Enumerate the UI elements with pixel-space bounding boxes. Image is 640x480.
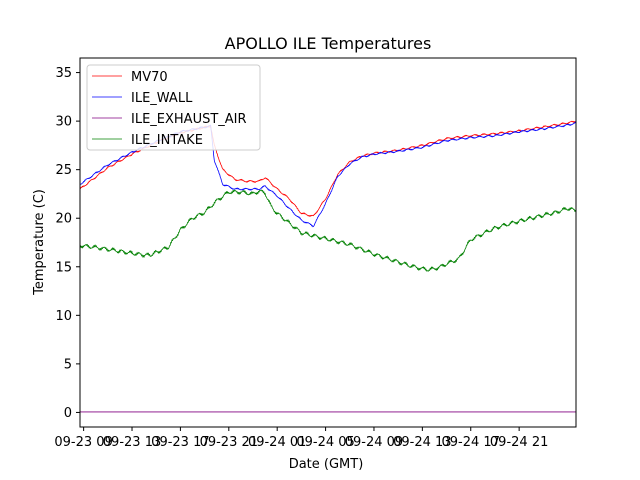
x-tick-label: 09-24 17 [442,435,500,450]
x-tick-label: 09-24 01 [248,435,306,450]
y-tick-label: 5 [64,357,72,372]
x-tick-label: 09-23 13 [103,435,161,450]
y-tick-label: 35 [55,66,72,81]
y-tick-label: 10 [55,309,72,324]
legend-label-ile-wall: ILE_WALL [131,91,193,106]
y-tick-label: 30 [55,115,72,130]
y-tick-label: 15 [55,260,72,275]
y-axis-label: Temperature (C) [32,189,47,296]
series-line-ile-intake [79,189,577,272]
x-tick-label: 09-23 21 [200,435,258,450]
y-tick-label: 20 [55,212,72,227]
x-tick-label: 09-24 21 [490,435,548,450]
chart-title: APOLLO ILE Temperatures [225,34,432,53]
legend-box [86,64,261,151]
x-tick-label: 09-23 09 [54,435,112,450]
legend: MV70 ILE_WALL ILE_EXHAUST_AIR ILE_INTAKE [86,64,261,151]
y-axis: 0 5 10 15 20 25 30 35 [55,66,80,421]
legend-label-mv70: MV70 [131,70,168,85]
plot-frame [79,57,577,428]
x-tick-label: 09-24 09 [345,435,403,450]
x-tick-label: 09-23 17 [151,435,209,450]
legend-label-ile-intake: ILE_INTAKE [131,133,203,148]
x-axis-label: Date (GMT) [289,457,364,472]
y-tick-label: 25 [55,163,72,178]
y-tick-label: 0 [64,406,72,421]
x-tick-label: 09-24 13 [393,435,451,450]
x-tick-label: 09-24 05 [296,435,354,450]
legend-label-ile-exhaust-air: ILE_EXHAUST_AIR [131,112,247,127]
